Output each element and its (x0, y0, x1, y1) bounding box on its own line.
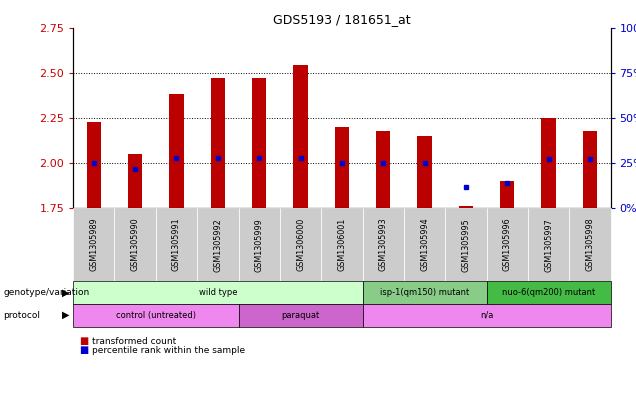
Bar (541, 118, 556, 208)
Text: isp-1(qm150) mutant: isp-1(qm150) mutant (380, 288, 469, 297)
Bar (128, 154, 142, 208)
Text: GSM1305997: GSM1305997 (544, 218, 553, 272)
Bar (583, 130, 597, 208)
Text: percentile rank within the sample: percentile rank within the sample (92, 346, 245, 354)
Text: transformed count: transformed count (92, 337, 176, 345)
Text: GSM1305993: GSM1305993 (378, 218, 388, 272)
Text: GSM1305994: GSM1305994 (420, 218, 429, 272)
Text: genotype/variation: genotype/variation (3, 288, 90, 297)
Text: GSM1305995: GSM1305995 (461, 218, 471, 272)
Bar (500, 181, 515, 208)
Text: GSM1305998: GSM1305998 (585, 218, 595, 272)
Text: wild type: wild type (198, 288, 237, 297)
Text: nuo-6(qm200) mutant: nuo-6(qm200) mutant (502, 288, 595, 297)
Text: GSM1305989: GSM1305989 (89, 218, 99, 272)
Bar (376, 130, 391, 208)
Text: ▶: ▶ (62, 287, 70, 298)
Bar (335, 127, 349, 208)
Text: GSM1306001: GSM1306001 (337, 218, 347, 271)
Text: GSM1305996: GSM1305996 (502, 218, 512, 272)
Bar (252, 78, 266, 208)
Text: paraquat: paraquat (281, 311, 320, 320)
Text: ■: ■ (80, 345, 89, 355)
Bar (169, 94, 184, 208)
Text: protocol: protocol (3, 311, 40, 320)
Bar (459, 206, 473, 208)
Text: GSM1305992: GSM1305992 (213, 218, 223, 272)
Text: GSM1305991: GSM1305991 (172, 218, 181, 272)
Bar (293, 66, 308, 208)
Title: GDS5193 / 181651_at: GDS5193 / 181651_at (273, 13, 411, 26)
Bar (86, 121, 101, 208)
Bar (417, 136, 432, 208)
Bar (211, 78, 225, 208)
Text: ■: ■ (80, 336, 89, 346)
Text: GSM1306000: GSM1306000 (296, 218, 305, 271)
Text: GSM1305990: GSM1305990 (130, 218, 140, 272)
Text: n/a: n/a (480, 311, 494, 320)
Text: GSM1305999: GSM1305999 (254, 218, 264, 272)
Text: control (untreated): control (untreated) (116, 311, 196, 320)
Text: ▶: ▶ (62, 310, 70, 320)
